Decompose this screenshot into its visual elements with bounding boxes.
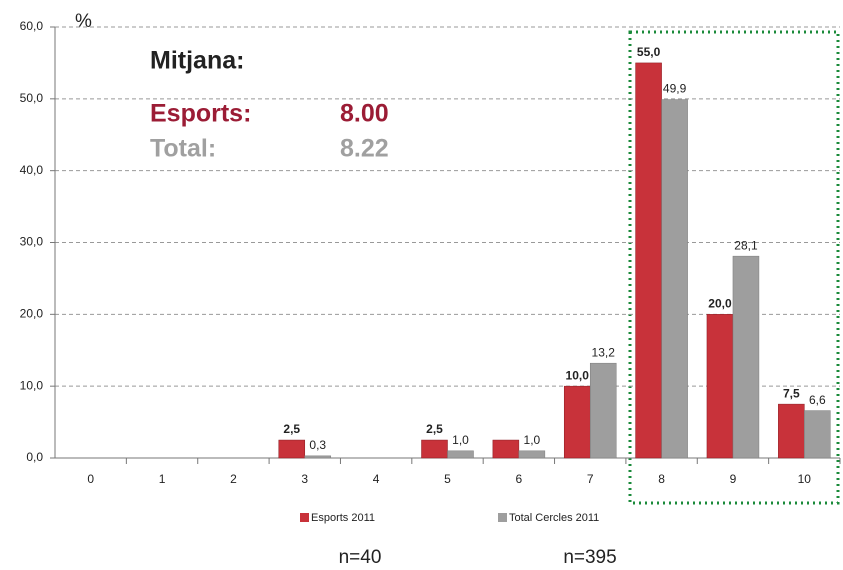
bar bbox=[589, 362, 617, 459]
annotation: Mitjana: bbox=[150, 47, 244, 75]
bar bbox=[278, 439, 306, 459]
bar bbox=[706, 314, 734, 459]
bar bbox=[661, 99, 688, 459]
data-label: 13,2 bbox=[592, 345, 616, 359]
legend-swatch bbox=[300, 513, 309, 522]
y-tick-label: 60,0 bbox=[20, 19, 44, 33]
legend-label: Total Cercles 2011 bbox=[509, 512, 599, 524]
y-tick-label: 0,0 bbox=[26, 450, 43, 464]
y-tick-label: 50,0 bbox=[20, 91, 44, 105]
y-tick-label: 20,0 bbox=[20, 307, 44, 321]
bar bbox=[732, 255, 760, 459]
bar bbox=[778, 403, 805, 459]
legend-label: Esports 2011 bbox=[311, 512, 375, 524]
bar bbox=[804, 410, 831, 459]
bar bbox=[518, 450, 546, 459]
data-label: 6,6 bbox=[809, 393, 826, 407]
annotation: Esports: bbox=[150, 100, 251, 128]
annotation: n=40 bbox=[339, 547, 382, 568]
data-label: 49,9 bbox=[663, 82, 687, 96]
bar bbox=[492, 439, 520, 459]
bar bbox=[563, 385, 591, 459]
legend-swatch bbox=[498, 513, 507, 522]
x-tick-label: 2 bbox=[230, 472, 237, 486]
x-tick-label: 1 bbox=[159, 472, 166, 486]
bar bbox=[304, 455, 332, 459]
bar bbox=[421, 439, 448, 459]
x-tick-label: 9 bbox=[730, 472, 737, 486]
data-label: 2,5 bbox=[283, 422, 300, 436]
data-label: 20,0 bbox=[708, 297, 732, 311]
data-label: 1,0 bbox=[524, 433, 541, 447]
data-label: 7,5 bbox=[783, 386, 800, 400]
data-label: 55,0 bbox=[637, 45, 661, 59]
annotation: 8.22 bbox=[340, 135, 389, 163]
annotation: Total: bbox=[150, 135, 216, 163]
highlight-box bbox=[628, 30, 840, 505]
data-label: 1,0 bbox=[452, 433, 469, 447]
annotation: n=395 bbox=[563, 547, 616, 568]
y-unit: % bbox=[75, 11, 92, 32]
annotation: 8.00 bbox=[340, 100, 389, 128]
x-tick-label: 10 bbox=[798, 472, 812, 486]
y-tick-label: 30,0 bbox=[20, 235, 44, 249]
x-tick-label: 4 bbox=[373, 472, 380, 486]
y-tick-label: 10,0 bbox=[20, 378, 44, 392]
data-label: 10,0 bbox=[566, 368, 590, 382]
y-tick-label: 40,0 bbox=[20, 163, 44, 177]
bar bbox=[447, 450, 474, 459]
data-label: 0,3 bbox=[309, 438, 326, 452]
x-tick-label: 6 bbox=[516, 472, 523, 486]
x-tick-label: 5 bbox=[444, 472, 451, 486]
x-tick-label: 3 bbox=[301, 472, 308, 486]
x-tick-label: 0 bbox=[87, 472, 94, 486]
x-tick-label: 7 bbox=[587, 472, 594, 486]
data-label: 2,5 bbox=[426, 422, 443, 436]
x-tick-label: 8 bbox=[658, 472, 665, 486]
bar bbox=[635, 62, 662, 459]
data-label: 28,1 bbox=[734, 238, 758, 252]
